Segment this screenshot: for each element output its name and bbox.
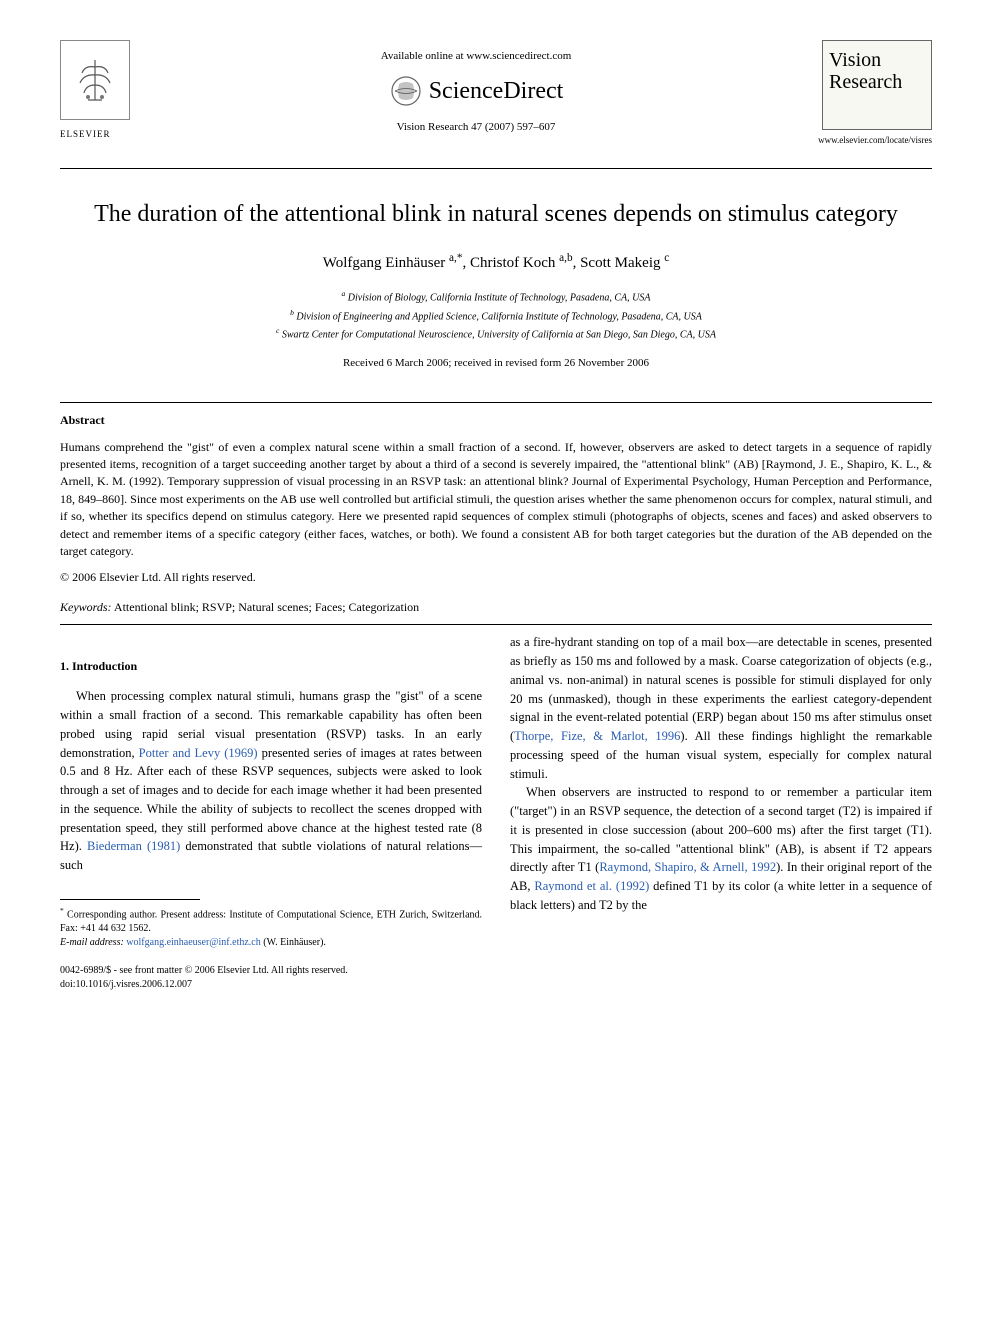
front-matter-line: 0042-6989/$ - see front matter © 2006 El… (60, 964, 482, 978)
cite-biederman[interactable]: Biederman (1981) (87, 839, 180, 853)
cite-raymond-2[interactable]: Raymond et al. (1992) (534, 879, 649, 893)
abstract-copyright: © 2006 Elsevier Ltd. All rights reserved… (60, 568, 932, 586)
journal-title-line1: Vision (829, 49, 925, 71)
available-online-text: Available online at www.sciencedirect.co… (150, 48, 802, 65)
affiliation-a: a Division of Biology, California Instit… (60, 288, 932, 306)
header-rule (60, 168, 932, 169)
intro-para-1-right: as a fire-hydrant standing on top of a m… (510, 633, 932, 783)
keywords-text: Attentional blink; RSVP; Natural scenes;… (114, 600, 419, 614)
sciencedirect-row: ScienceDirect (150, 73, 802, 109)
journal-header: ELSEVIER Available online at www.science… (60, 40, 932, 148)
corresponding-footnote: * Corresponding author. Present address:… (60, 906, 482, 950)
keywords: Keywords: Attentional blink; RSVP; Natur… (60, 598, 932, 616)
affiliations: a Division of Biology, California Instit… (60, 288, 932, 343)
tree-icon (70, 55, 120, 105)
abstract-top-rule (60, 402, 932, 403)
column-right: as a fire-hydrant standing on top of a m… (510, 633, 932, 992)
doi-block: 0042-6989/$ - see front matter © 2006 El… (60, 964, 482, 992)
affiliation-c: c Swartz Center for Computational Neuros… (60, 325, 932, 343)
header-center: Available online at www.sciencedirect.co… (150, 40, 802, 135)
journal-url: www.elsevier.com/locate/visres (802, 134, 932, 148)
publisher-block: ELSEVIER (60, 40, 150, 142)
affiliation-b: b Division of Engineering and Applied Sc… (60, 307, 932, 325)
column-left: 1. Introduction When processing complex … (60, 633, 482, 992)
email-label: E-mail address: (60, 937, 124, 948)
journal-box-container: Vision Research www.elsevier.com/locate/… (802, 40, 932, 148)
cite-potter-levy[interactable]: Potter and Levy (1969) (139, 746, 258, 760)
intro-para-1-left: When processing complex natural stimuli,… (60, 687, 482, 875)
authors: Wolfgang Einhäuser a,*, Christof Koch a,… (60, 250, 932, 275)
body-columns: 1. Introduction When processing complex … (60, 633, 932, 992)
sciencedirect-label: ScienceDirect (429, 73, 564, 109)
intro-para-2: When observers are instructed to respond… (510, 783, 932, 914)
cite-raymond-1[interactable]: Raymond, Shapiro, & Arnell, 1992 (599, 860, 776, 874)
journal-cover-box: Vision Research (822, 40, 932, 130)
footnote-rule (60, 899, 200, 900)
sciencedirect-icon (389, 74, 423, 108)
journal-reference: Vision Research 47 (2007) 597–607 (150, 119, 802, 136)
corresponding-email[interactable]: wolfgang.einhaeuser@inf.ethz.ch (126, 937, 260, 948)
received-dates: Received 6 March 2006; received in revis… (60, 355, 932, 372)
section-1-heading: 1. Introduction (60, 657, 482, 675)
abstract-bottom-rule (60, 624, 932, 625)
abstract-heading: Abstract (60, 411, 932, 429)
journal-title-line2: Research (829, 71, 925, 93)
keywords-label: Keywords: (60, 600, 112, 614)
abstract-body: Humans comprehend the "gist" of even a c… (60, 439, 932, 561)
elsevier-logo (60, 40, 130, 120)
article-title: The duration of the attentional blink in… (60, 199, 932, 230)
elsevier-label: ELSEVIER (60, 128, 111, 142)
doi-line: doi:10.1016/j.visres.2006.12.007 (60, 978, 482, 992)
cite-thorpe[interactable]: Thorpe, Fize, & Marlot, 1996 (514, 729, 680, 743)
